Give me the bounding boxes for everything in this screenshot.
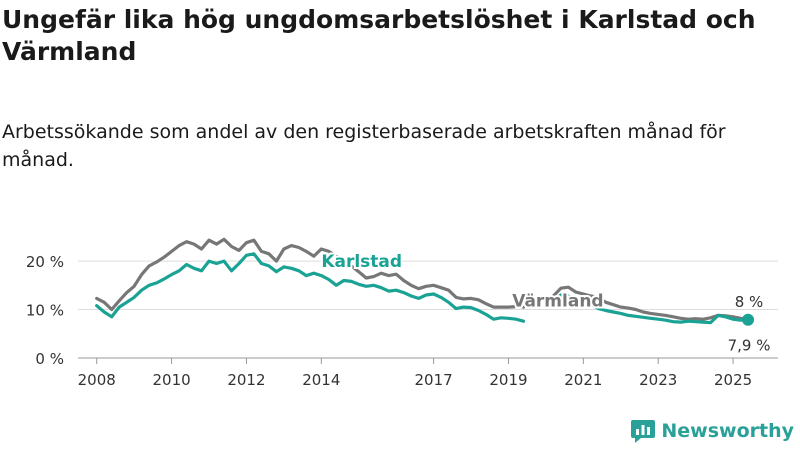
brand: Newsworthy (631, 418, 794, 444)
x-tick-label: 2025 (714, 371, 752, 389)
y-tick-label: 10 % (26, 302, 64, 320)
y-tick-label: 0 % (35, 350, 64, 368)
x-tick-label: 2017 (415, 371, 453, 389)
chart-title: Ungefär lika hög ungdomsarbetslöshet i K… (2, 5, 756, 66)
x-tick-label: 2008 (78, 371, 116, 389)
x-tick-label: 2021 (564, 371, 602, 389)
x-tick-label: 2019 (489, 371, 527, 389)
y-tick-label: 20 % (26, 253, 64, 271)
x-tick-label: 2010 (152, 371, 190, 389)
series-line-karlstad (95, 252, 526, 323)
newsworthy-logo-icon (631, 420, 656, 443)
last-value-label-varmland: 8 % (735, 293, 764, 311)
x-tick-label: 2023 (639, 371, 677, 389)
x-tick-label: 2014 (302, 371, 340, 389)
chart-subtitle: Arbetssökande som andel av den registerb… (2, 121, 726, 171)
series-line-karlstad-after-break (551, 293, 750, 325)
x-tick-label: 2012 (227, 371, 265, 389)
last-value-label-karlstad: 7,9 % (728, 337, 771, 355)
brand-name: Newsworthy (661, 420, 794, 442)
series-line-varmland (95, 237, 526, 312)
inline-label-karlstad: Karlstad (321, 252, 402, 272)
end-point-karlstad (742, 313, 755, 326)
inline-label-varmland: Värmland (512, 292, 603, 312)
